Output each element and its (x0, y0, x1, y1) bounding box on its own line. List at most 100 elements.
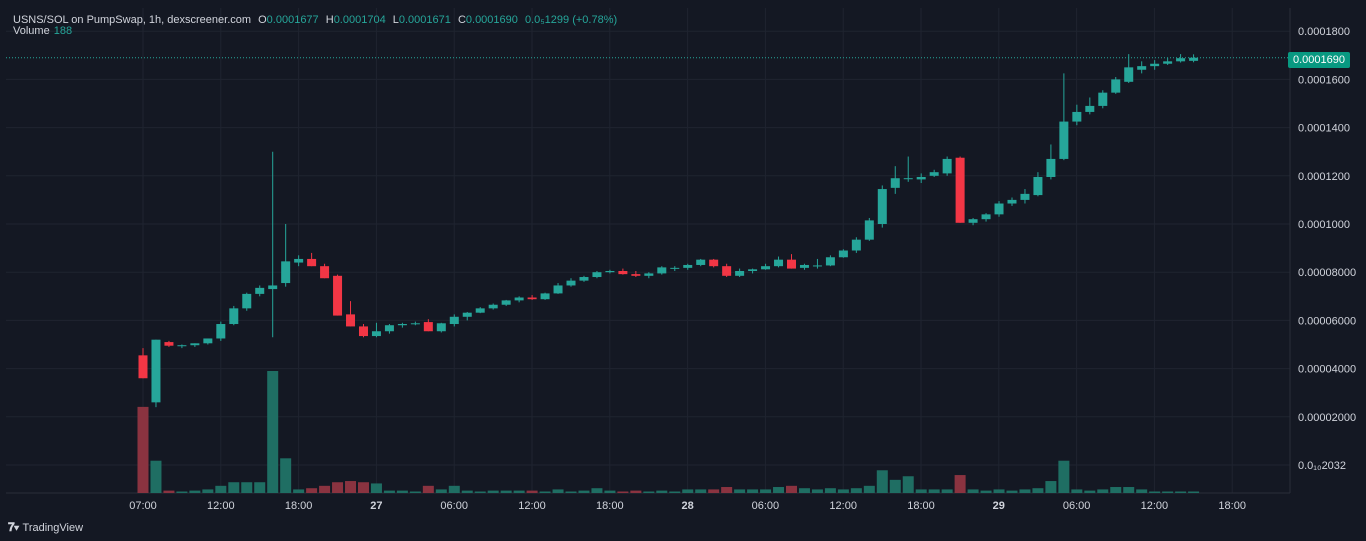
volume-bar (1136, 489, 1148, 493)
legend-low-label: L (392, 14, 399, 26)
candle-body (799, 264, 809, 268)
x-tick-label: 12:00 (1141, 500, 1169, 512)
volume-bar (357, 482, 369, 493)
candle-body (657, 267, 667, 274)
candle-body (488, 304, 498, 309)
candle-body (1137, 66, 1147, 70)
candle-body (592, 272, 602, 278)
volume-bar (1175, 491, 1187, 493)
volume-bar (565, 491, 577, 493)
volume-bar (786, 485, 797, 493)
volume-bar (863, 485, 875, 493)
x-tick-label: 06:00 (1063, 500, 1091, 512)
y-tick-label: 0.00006000 (1298, 315, 1356, 327)
candle-body (1189, 57, 1199, 61)
x-tick-label: 06:00 (752, 500, 780, 512)
legend-change: 0.0₅1299 (+0.78%) (524, 14, 618, 26)
candle-body (981, 214, 991, 220)
candle-body (812, 265, 822, 267)
candle-body (1085, 105, 1095, 112)
candle-body (216, 324, 226, 339)
x-tick-label: 12:00 (518, 500, 546, 512)
volume-bar (837, 489, 849, 493)
volume-bar (383, 490, 395, 493)
volume-bar (1162, 491, 1174, 493)
candle-body (916, 177, 926, 180)
y-tick-label: 0.0₁₀2032 (1298, 460, 1346, 472)
candle-body (281, 261, 291, 284)
candle-body (1111, 79, 1121, 93)
candle-body (138, 355, 148, 379)
volume-bar (526, 490, 538, 493)
volume-bar (656, 490, 668, 493)
volume-bar (902, 476, 914, 493)
volume-bar (448, 485, 460, 493)
x-tick-label: 12:00 (207, 500, 235, 512)
volume-bar (876, 470, 888, 493)
volume-bar (370, 483, 382, 493)
candle-body (540, 293, 550, 300)
candle-body (774, 259, 784, 267)
x-tick-label: 18:00 (596, 500, 624, 512)
x-tick-label: 18:00 (285, 500, 313, 512)
volume-label: Volume (13, 25, 50, 37)
volume-bar (1097, 489, 1109, 493)
tradingview-icon: 𝟕▾ (8, 520, 19, 534)
candle-body (397, 324, 407, 326)
candle-body (1176, 58, 1186, 62)
candle-body (566, 280, 576, 286)
candle-body (501, 300, 511, 305)
volume-bar (176, 491, 188, 493)
volume-bar (1110, 487, 1122, 493)
y-tick-label: 0.0001000 (1298, 219, 1350, 231)
volume-bar (1058, 460, 1070, 493)
volume-bar (643, 491, 655, 493)
volume-bar (928, 489, 940, 493)
candle-body (709, 259, 719, 267)
candle-body (761, 266, 771, 270)
candle-body (579, 277, 589, 281)
candle-body (242, 293, 252, 309)
candle-body (1020, 193, 1030, 200)
legend-high-label: H (325, 14, 334, 26)
legend-low: 0.0001671 (398, 14, 451, 26)
volume-bar (241, 482, 253, 493)
volume-bar (163, 490, 175, 493)
volume-bar (552, 489, 564, 493)
volume-bar (228, 482, 240, 493)
candle-body (748, 269, 758, 271)
y-tick-label: 0.0001600 (1298, 74, 1350, 86)
tradingview-brand: TradingView (22, 521, 84, 534)
candle-body (203, 338, 213, 344)
candle-body (1163, 61, 1173, 64)
volume-bar (435, 489, 447, 493)
candle-body (320, 266, 330, 279)
legend-open: 0.0001677 (266, 14, 319, 26)
volume-bar (967, 489, 979, 493)
candle-body (838, 250, 848, 258)
volume-bar (215, 485, 227, 493)
candle-body (333, 275, 343, 316)
candle-body (527, 297, 537, 300)
volume-bar (189, 490, 201, 493)
volume-bar (396, 490, 408, 493)
candle-body (268, 285, 278, 290)
plot-area (6, 8, 1290, 493)
volume-bar (798, 488, 810, 493)
candle-body (177, 345, 187, 347)
candle-body (1046, 158, 1056, 178)
candle-body (929, 172, 939, 176)
legend-open-label: O (258, 14, 267, 26)
x-tick-label: 18:00 (907, 500, 935, 512)
candle-body (371, 331, 381, 337)
candle-body (164, 342, 174, 346)
volume-bar (461, 490, 473, 493)
volume-bar (760, 489, 772, 493)
candle-body (1059, 121, 1069, 159)
y-tick-label: 0.00002000 (1298, 412, 1356, 424)
tradingview-logo[interactable]: 𝟕▾ TradingView (8, 520, 83, 535)
candle-body (722, 266, 732, 276)
candle-body (255, 287, 265, 294)
